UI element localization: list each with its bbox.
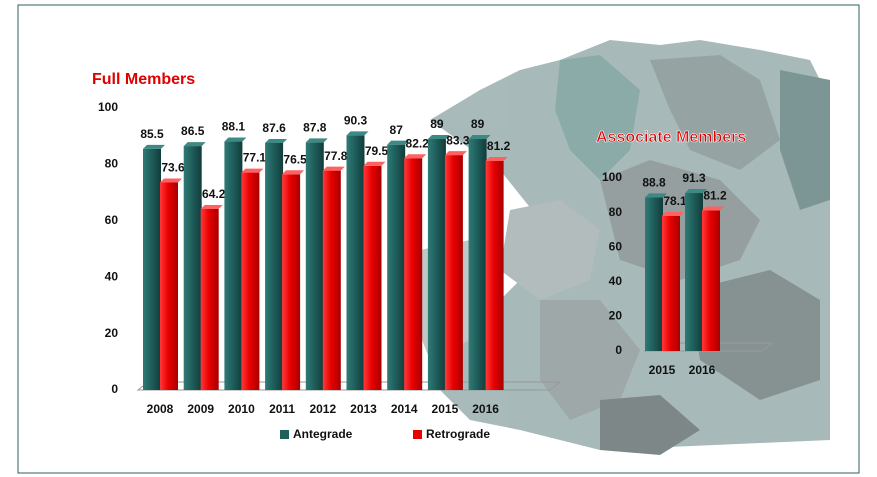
y-tick-label: 60 (609, 239, 623, 253)
bar-top (265, 138, 288, 143)
bar (645, 197, 663, 351)
bar (160, 182, 178, 390)
data-label: 85.5 (140, 127, 164, 141)
bar (143, 148, 161, 390)
data-label: 82.2 (406, 136, 430, 150)
bar-top (241, 168, 264, 173)
bar-top (143, 144, 165, 149)
y-tick-label: 80 (609, 205, 623, 219)
y-tick-label: 0 (615, 343, 622, 357)
bar-top (346, 131, 369, 136)
x-tick-label: 2016 (472, 402, 499, 416)
bar (404, 158, 423, 390)
bar (363, 165, 382, 390)
y-tick-label: 40 (105, 269, 119, 283)
x-tick-label: 2010 (228, 402, 255, 416)
bar (662, 215, 680, 351)
bar-top (363, 161, 386, 166)
y-tick-label: 40 (609, 274, 623, 288)
bar (224, 141, 243, 390)
bar (468, 139, 487, 390)
y-tick-label: 100 (602, 170, 622, 184)
x-tick-label: 2015 (432, 402, 459, 416)
x-tick-label: 2011 (269, 402, 295, 416)
bar-top (685, 189, 707, 194)
bar (387, 144, 406, 390)
data-label: 91.3 (682, 171, 706, 185)
x-tick-label: 2012 (309, 402, 336, 416)
legend-swatch (413, 430, 422, 439)
y-tick-label: 60 (105, 213, 119, 227)
data-label: 88.8 (642, 176, 666, 190)
data-label: 83.3 (446, 133, 470, 147)
bar (200, 208, 219, 390)
bar-top (645, 193, 667, 198)
bar-top (322, 166, 345, 171)
bar-top (200, 204, 223, 209)
data-label: 88.1 (222, 120, 246, 134)
x-tick-label: 2015 (649, 363, 676, 377)
bar (685, 193, 703, 351)
data-label: 89 (471, 117, 485, 131)
bar-top (183, 142, 206, 147)
bar-top (160, 178, 182, 183)
data-label: 81.2 (703, 189, 727, 203)
data-label: 77.8 (324, 149, 348, 163)
x-tick-label: 2008 (147, 402, 174, 416)
data-label: 79.5 (365, 144, 389, 158)
data-label: 87.6 (262, 121, 286, 135)
bar (322, 170, 341, 390)
y-tick-label: 80 (105, 157, 119, 171)
bar-top (305, 138, 328, 143)
bar (183, 146, 202, 390)
bar (305, 142, 324, 390)
bar-top (427, 135, 450, 140)
bar-top (444, 151, 467, 156)
bar-top (468, 135, 491, 140)
data-label: 77.1 (243, 151, 267, 165)
data-label: 81.2 (487, 139, 511, 153)
bar-top (282, 170, 305, 175)
frame (17, 4, 860, 474)
x-tick-label: 2016 (689, 363, 716, 377)
bar (265, 142, 284, 390)
x-tick-label: 2009 (187, 402, 214, 416)
bar (485, 161, 504, 390)
legend-label: Retrograde (426, 427, 490, 441)
legend-label: Antegrade (293, 427, 353, 441)
bar-top (485, 157, 508, 162)
data-label: 78.1 (663, 194, 687, 208)
bar (346, 135, 365, 390)
x-tick-label: 2013 (350, 402, 377, 416)
y-tick-label: 20 (105, 326, 119, 340)
x-tick-label: 2014 (391, 402, 418, 416)
bar-top (224, 137, 247, 142)
bar (444, 155, 463, 390)
data-label: 87.8 (303, 121, 327, 135)
data-label: 73.6 (161, 161, 185, 175)
bar-top (404, 154, 427, 159)
data-label: 89 (430, 117, 444, 131)
bar (241, 172, 260, 390)
chart-title: Full Members (92, 71, 195, 88)
data-label: 64.2 (202, 187, 226, 201)
bar (702, 210, 720, 351)
y-tick-label: 0 (111, 382, 118, 396)
y-tick-label: 100 (98, 100, 118, 114)
data-label: 86.5 (181, 124, 205, 138)
bar-top (662, 211, 684, 216)
data-label: 76.5 (283, 152, 307, 166)
y-tick-label: 20 (609, 309, 623, 323)
data-label: 90.3 (344, 114, 368, 128)
bar-top (387, 140, 410, 145)
data-label: 87 (390, 123, 404, 137)
chart-title: Associate Members (596, 129, 746, 146)
bar (427, 139, 446, 390)
legend-swatch (280, 430, 289, 439)
bar (282, 174, 301, 390)
bar-top (702, 206, 724, 211)
